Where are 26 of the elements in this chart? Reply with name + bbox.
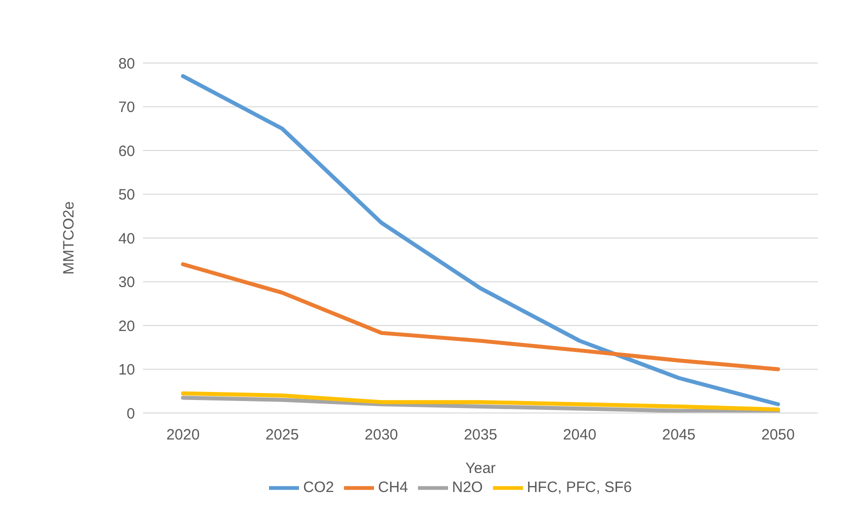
x-tick-label: 2045 [662, 426, 696, 444]
y-tick-label: 30 [118, 274, 135, 292]
x-tick-label: 2025 [265, 426, 299, 444]
legend-label: HFC, PFC, SF6 [526, 478, 632, 496]
y-tick-label: 20 [118, 318, 135, 335]
line-series [181, 74, 780, 406]
y-tick-label: 10 [118, 362, 135, 379]
legend-label: CH4 [378, 478, 408, 496]
x-tick-label: 2040 [562, 426, 596, 444]
line-series [181, 391, 780, 412]
y-tick-label: 50 [118, 186, 135, 204]
x-tick-label: 2035 [464, 426, 498, 444]
line-series [181, 262, 780, 372]
y-tick-label: 0 [126, 405, 135, 422]
x-tick-label: 2020 [166, 426, 200, 444]
y-tick-label: 60 [118, 142, 135, 160]
legend-label: N2O [452, 478, 483, 496]
x-tick-label: 2030 [364, 426, 398, 444]
y-tick-label: 80 [118, 55, 135, 72]
x-tick-label: 2050 [761, 426, 795, 444]
legend-label: CO2 [303, 478, 334, 496]
y-tick-label: 70 [118, 99, 135, 116]
line-series [181, 396, 780, 413]
x-axis-title: Year [465, 460, 496, 477]
y-axis-title: MMTCO2e [60, 201, 78, 275]
y-tick-label: 40 [118, 230, 135, 248]
